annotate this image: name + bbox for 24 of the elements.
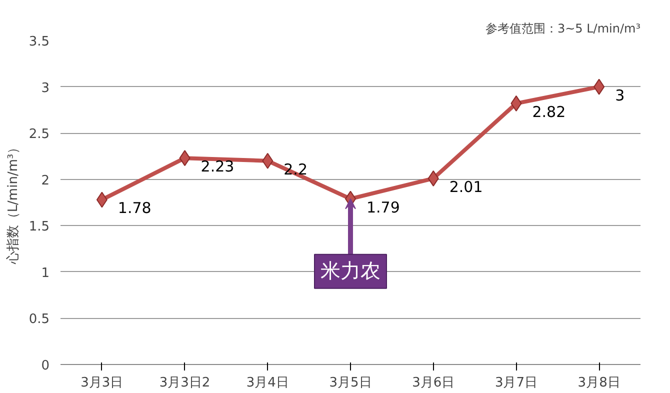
data-label: 3 [615, 86, 625, 104]
y-tick-label: 1.5 [28, 220, 50, 235]
y-tick-label: 3.5 [28, 34, 50, 50]
x-tick-label: 3月3日2 [159, 376, 210, 390]
data-label: 1.79 [366, 198, 400, 216]
x-tick-label: 3月8日 [578, 376, 620, 390]
y-tick-label: 1 [41, 266, 50, 281]
y-tick-label: 2 [41, 173, 50, 188]
x-tick-label: 3月3日 [80, 376, 124, 390]
data-label: 2.23 [200, 158, 234, 176]
y-tick-label: 2.5 [28, 127, 50, 142]
data-label: 2.82 [532, 102, 566, 121]
data-label: 1.78 [118, 199, 152, 218]
text: 参考值范围：3~5 L/min/m³ [485, 22, 641, 36]
x-tick-label: 3月5日 [329, 376, 372, 390]
y-tick-label: 3 [41, 80, 50, 96]
y-tick-label: 0 [41, 358, 50, 374]
x-tick-label: 3月7日 [494, 376, 538, 390]
y-axis-title: 心指数（L/min/m³） [4, 140, 21, 266]
data-label: 2.01 [449, 178, 483, 196]
x-tick-label: 3月4日 [246, 376, 289, 390]
x-tick-label: 3月6日 [412, 376, 455, 390]
y-tick-label: 0.5 [28, 312, 50, 328]
annotation: 米力农 [320, 260, 380, 282]
